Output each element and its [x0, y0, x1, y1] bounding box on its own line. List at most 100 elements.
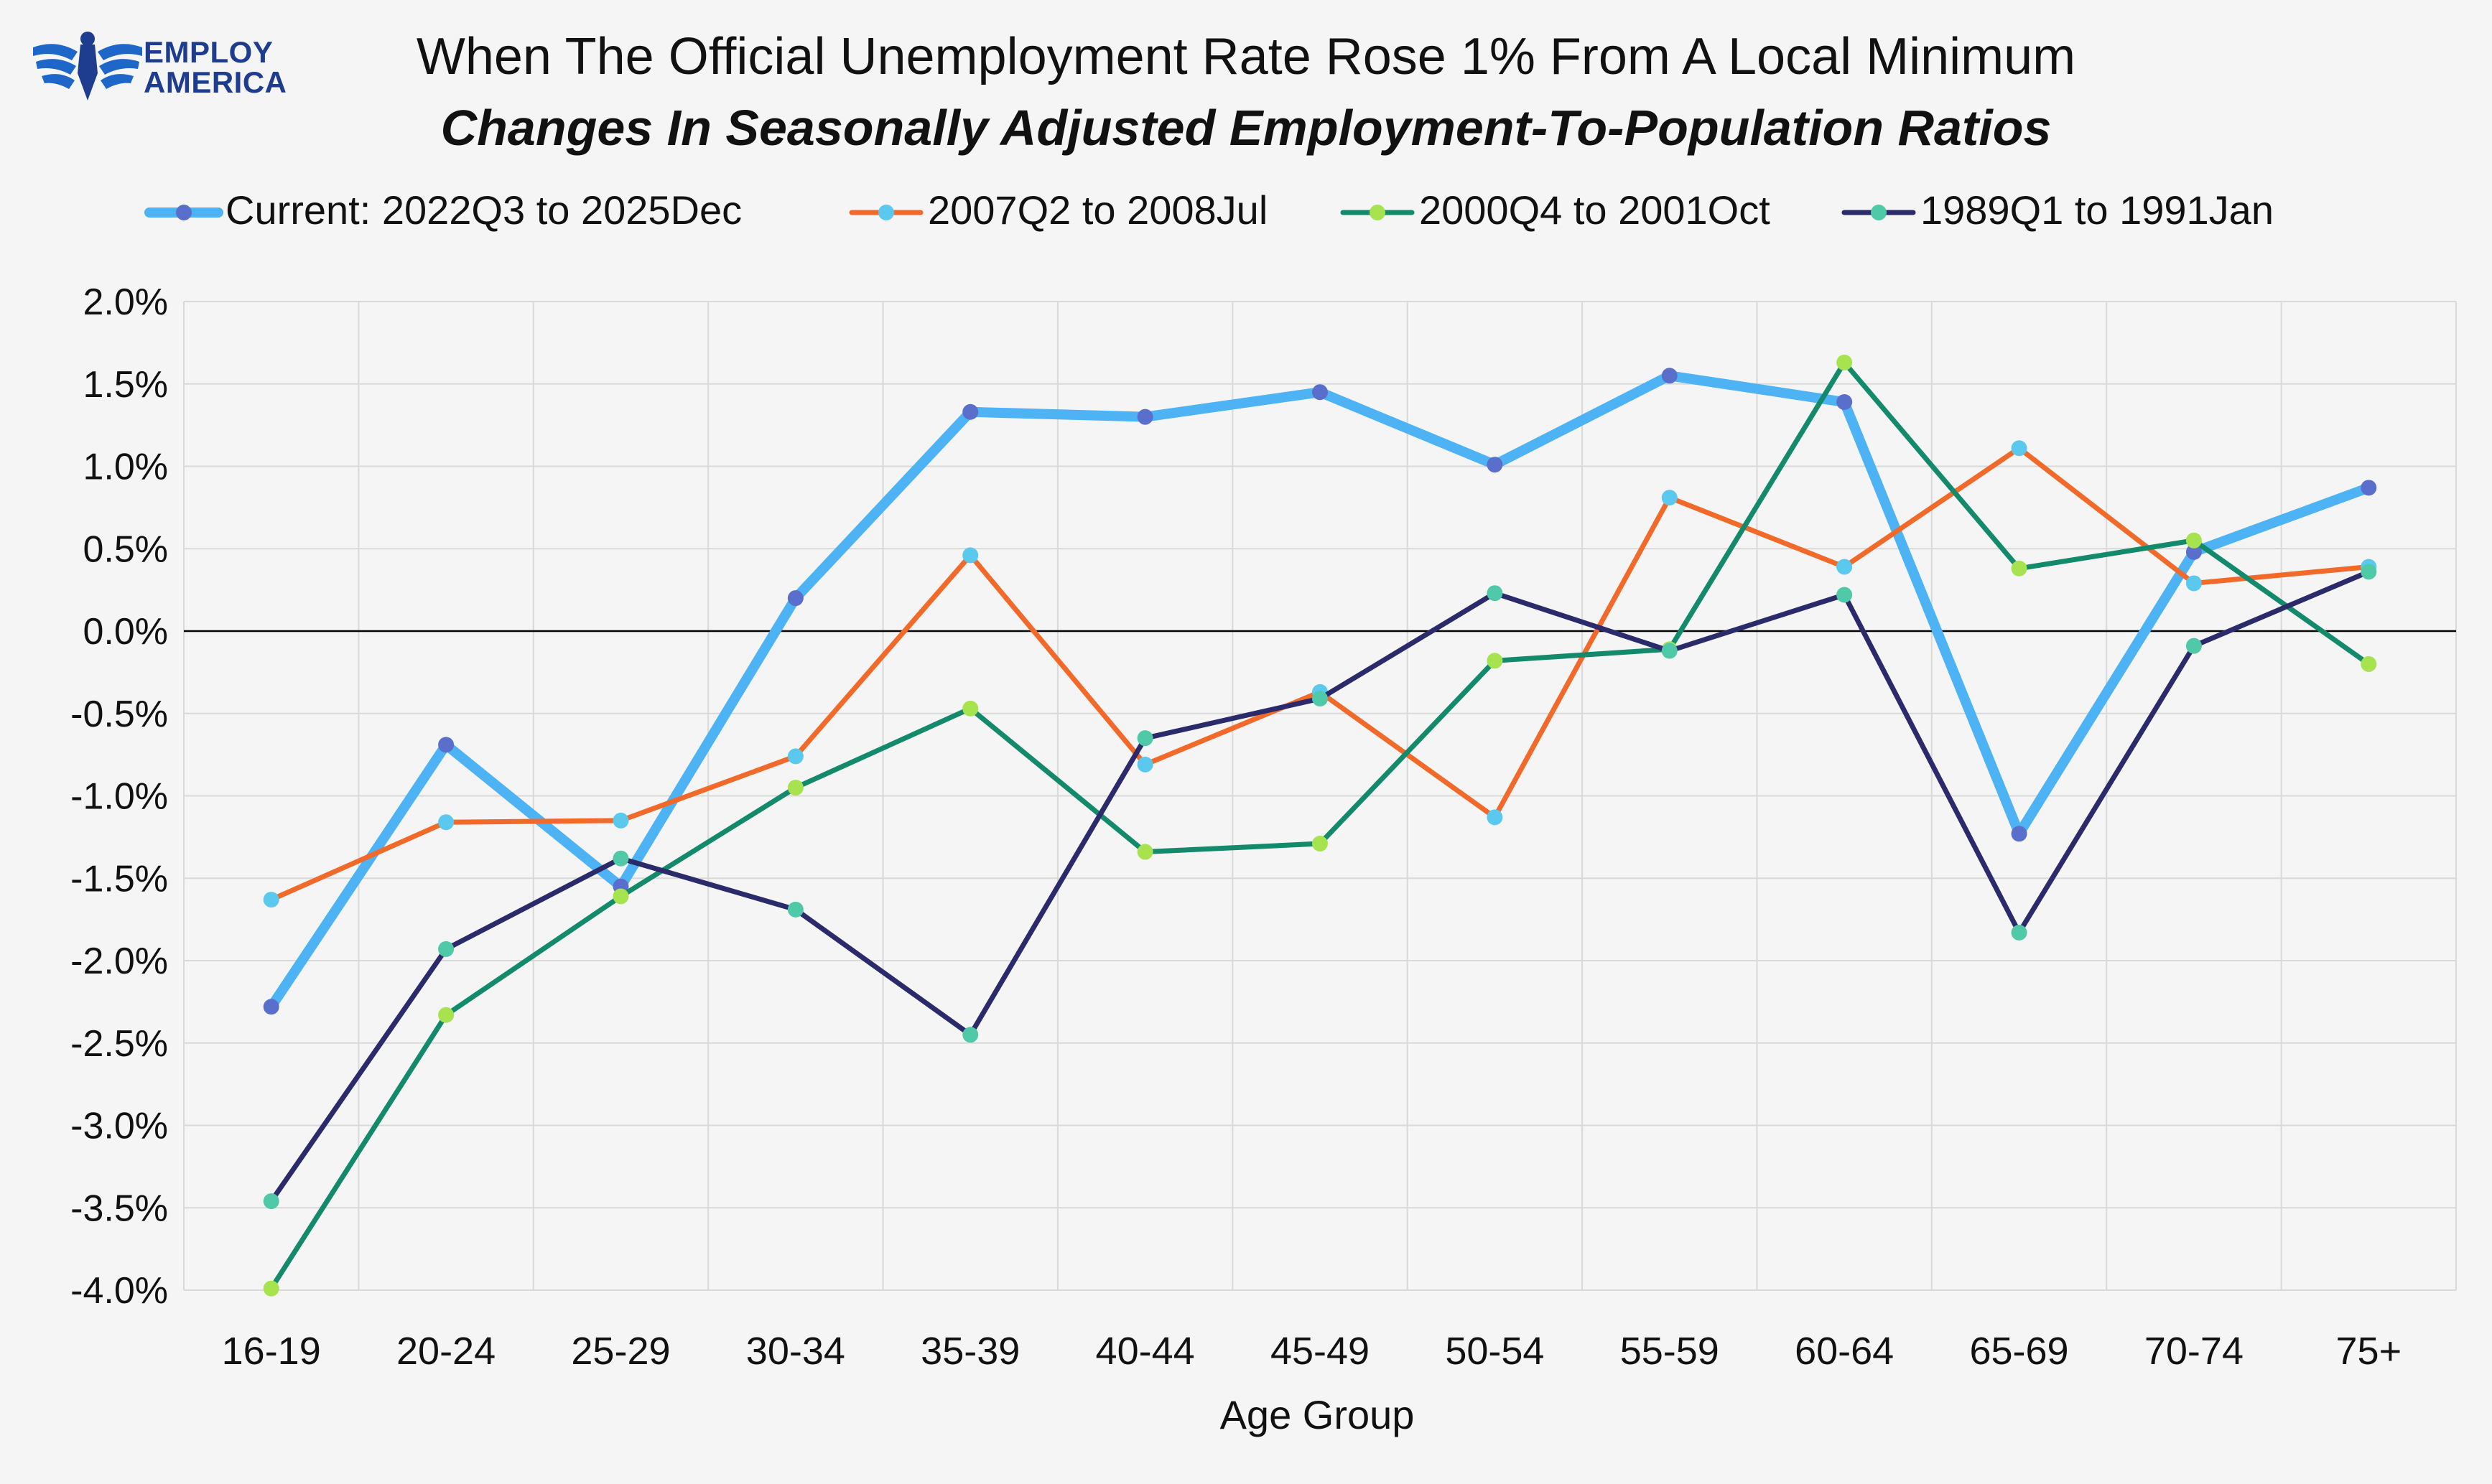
data-point: [438, 1007, 455, 1023]
y-tick-label: 1.0%: [83, 447, 168, 488]
data-point: [2185, 638, 2202, 654]
legend-label: Current: 2022Q3 to 2025Dec: [226, 187, 742, 233]
series-4: [263, 564, 2377, 1210]
y-tick-label: 0.0%: [83, 611, 168, 653]
data-point: [787, 748, 804, 765]
data-point: [1137, 844, 1153, 860]
data-point: [962, 1027, 979, 1043]
x-tick-label: 45-49: [1270, 1330, 1370, 1373]
series-line: [269, 360, 2371, 1292]
legend-marker: [176, 205, 192, 220]
series-group: [263, 354, 2377, 1297]
series-line: [269, 569, 2371, 1204]
legend: Current: 2022Q3 to 2025Dec 2007Q2 to 2008…: [144, 187, 2274, 233]
chart-subtitle: Changes In Seasonally Adjusted Employmen…: [440, 100, 2052, 156]
data-point: [438, 737, 455, 753]
data-point: [1137, 730, 1153, 747]
x-tick-label: 16-19: [222, 1330, 321, 1373]
data-point: [1836, 354, 1853, 370]
x-tick-label: 60-64: [1795, 1330, 1894, 1373]
axes: 2.0% 1.5% 1.0% 0.5% 0.0% -0.5% -1.0% -1.5% -2.0%…: [70, 281, 2456, 1373]
x-tick-label: 70-74: [2144, 1330, 2244, 1373]
data-point: [1836, 559, 1853, 575]
y-tick-label: -0.5%: [70, 694, 168, 735]
data-point: [613, 812, 629, 829]
x-tick-label: 25-29: [571, 1330, 670, 1373]
x-tick-label: 55-59: [1620, 1330, 1719, 1373]
y-tick-label: -3.5%: [70, 1187, 168, 1229]
series-line: [269, 445, 2371, 902]
data-point: [962, 403, 979, 420]
data-point: [613, 888, 629, 905]
data-point: [2011, 826, 2027, 842]
data-point: [2185, 575, 2202, 592]
data-point: [263, 1193, 279, 1210]
data-point: [1836, 393, 1853, 410]
data-point: [1836, 587, 1853, 603]
x-axis-label: Age Group: [1220, 1392, 1415, 1437]
data-point: [1487, 653, 1503, 669]
legend-marker: [878, 205, 894, 220]
legend-entry-1: Current: 2022Q3 to 2025Dec: [144, 187, 742, 233]
y-tick-label: 2.0%: [83, 281, 168, 323]
x-tick-label: 75+: [2336, 1330, 2402, 1373]
data-point: [2361, 564, 2377, 580]
data-point: [263, 1280, 279, 1297]
data-point: [2011, 440, 2027, 457]
logo-line-1: EMPLOY: [144, 35, 274, 69]
data-point: [613, 850, 629, 867]
y-tick-label: -2.5%: [70, 1023, 168, 1065]
data-point: [263, 892, 279, 908]
legend-label: 2000Q4 to 2001Oct: [1419, 187, 1770, 233]
legend-label: 2007Q2 to 2008Jul: [928, 187, 1268, 233]
legend-entry-3: 2000Q4 to 2001Oct: [1340, 187, 1770, 233]
x-tick-label: 40-44: [1096, 1330, 1195, 1373]
legend-label: 1989Q1 to 1991Jan: [1920, 187, 2274, 233]
series-3: [263, 354, 2377, 1297]
data-point: [2185, 543, 2202, 560]
x-tick-label: 50-54: [1445, 1330, 1544, 1373]
data-point: [1312, 384, 1328, 401]
data-point: [787, 590, 804, 607]
y-tick-label: 1.5%: [83, 364, 168, 406]
data-point: [438, 814, 455, 831]
eagle-icon: [33, 32, 142, 101]
x-tick-label: 35-39: [921, 1330, 1020, 1373]
employ-america-logo: [33, 32, 142, 101]
data-point: [1312, 836, 1328, 852]
x-tick-label: 65-69: [1969, 1330, 2068, 1373]
data-point: [1137, 756, 1153, 773]
y-tick-label: -1.0%: [70, 776, 168, 818]
data-point: [2011, 560, 2027, 577]
data-point: [1312, 691, 1328, 707]
y-tick-label: -4.0%: [70, 1270, 168, 1312]
data-point: [263, 999, 279, 1015]
y-tick-label: -2.0%: [70, 941, 168, 982]
legend-marker: [1370, 205, 1385, 220]
x-tick-label: 30-34: [746, 1330, 845, 1373]
data-point: [2011, 924, 2027, 941]
data-point: [787, 901, 804, 918]
series-1: [263, 368, 2377, 1015]
data-point: [1487, 585, 1503, 602]
data-point: [438, 941, 455, 957]
data-point: [2361, 655, 2377, 672]
data-point: [1487, 457, 1503, 473]
data-point: [2361, 480, 2377, 496]
legend-marker: [1871, 205, 1887, 220]
data-point: [1661, 368, 1678, 384]
legend-entry-2: 2007Q2 to 2008Jul: [849, 187, 1268, 233]
data-point: [1487, 809, 1503, 826]
legend-entry-4: 1989Q1 to 1991Jan: [1841, 187, 2274, 233]
data-point: [1661, 490, 1678, 506]
y-tick-label: -3.0%: [70, 1106, 168, 1147]
logo-wordmark: EMPLOY AMERICA: [144, 37, 287, 98]
data-point: [1661, 643, 1678, 659]
data-point: [962, 700, 979, 717]
x-tick-label: 20-24: [396, 1330, 496, 1373]
logo-line-2: AMERICA: [144, 65, 287, 99]
chart-title: When The Official Unemployment Rate Rose…: [416, 28, 2076, 85]
data-point: [1137, 409, 1153, 425]
data-point: [787, 780, 804, 796]
